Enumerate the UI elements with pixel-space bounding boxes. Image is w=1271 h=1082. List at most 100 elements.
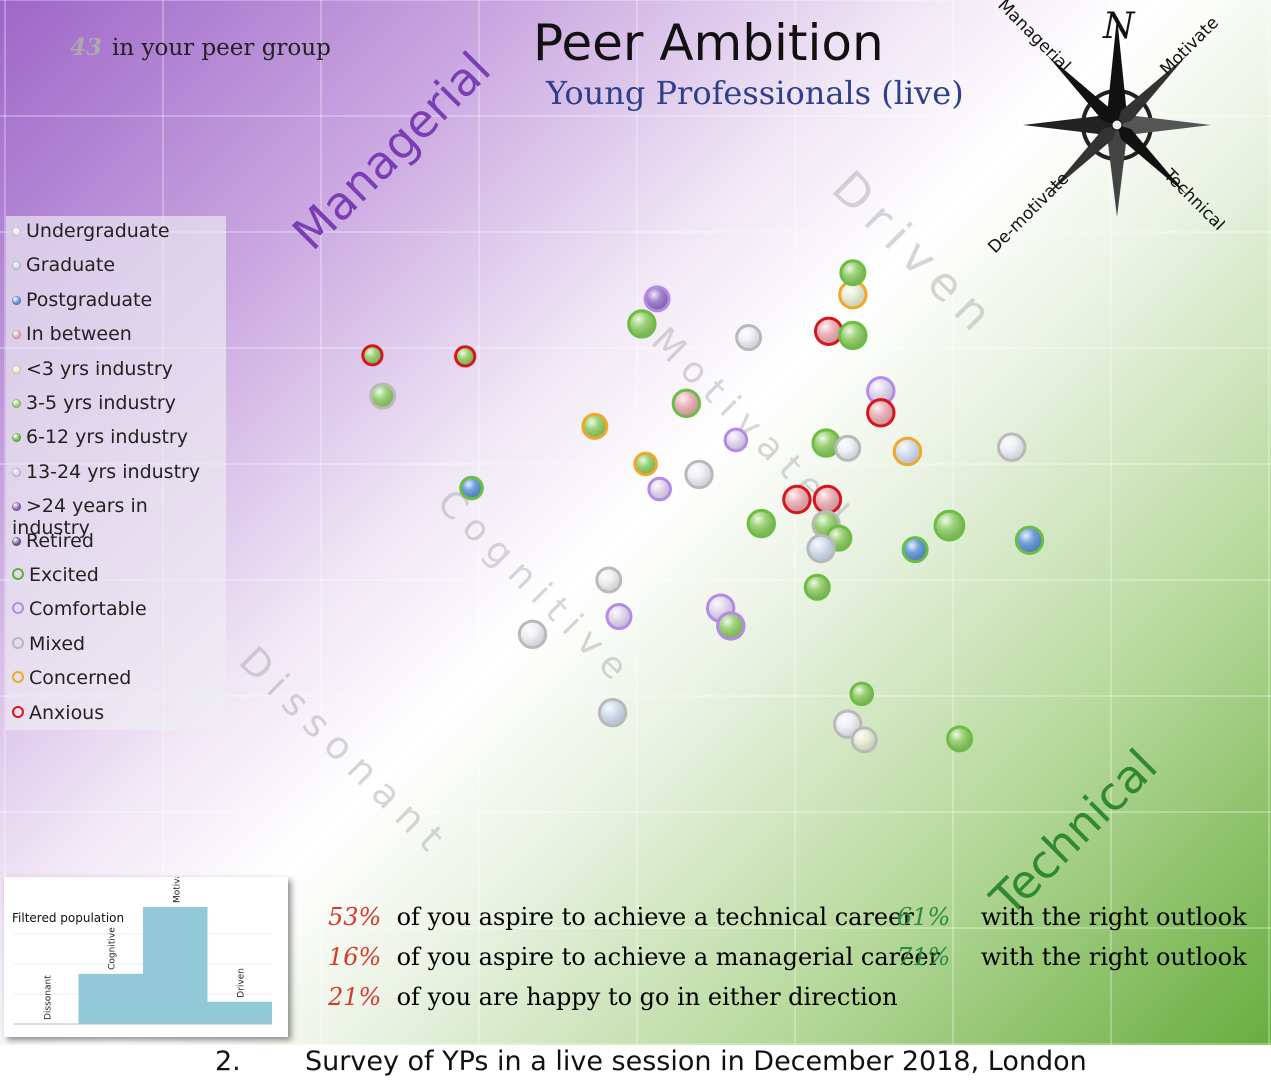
legend-swatch-icon <box>12 636 24 649</box>
data-point-gloss <box>836 712 860 736</box>
data-point-41 <box>850 726 878 754</box>
data-point-0 <box>643 285 671 313</box>
data-point-23 <box>782 484 812 515</box>
data-point-gloss <box>364 347 381 364</box>
data-point-gloss <box>936 512 963 539</box>
legend-item: Comfortable <box>12 598 147 620</box>
data-point-38 <box>597 697 628 728</box>
data-point-gloss <box>674 391 699 416</box>
peer-count-text: in your peer group <box>112 35 331 61</box>
legend-swatch-icon <box>12 364 21 374</box>
scatter-points <box>361 259 1045 754</box>
data-point-1 <box>627 309 657 339</box>
histogram-bar-cognitive <box>78 973 143 1024</box>
stat-1-text2: with the right outlook <box>980 903 1247 931</box>
data-point-gloss <box>372 385 394 407</box>
histogram-title: Filtered population <box>12 911 125 925</box>
data-point-32 <box>595 566 623 594</box>
caption-number: 2. <box>215 1046 241 1077</box>
compass-north: N <box>1102 6 1136 47</box>
legend-item: 13-24 yrs industry <box>12 461 200 483</box>
data-point-13 <box>581 412 609 440</box>
legend-label: 13-24 yrs industry <box>26 460 201 483</box>
data-point-gloss <box>841 282 865 307</box>
legend-item: <3 yrs industry <box>12 358 173 380</box>
legend-item: Excited <box>12 564 99 586</box>
legend-swatch-icon <box>12 568 24 580</box>
histogram-label-dissonant: Dissonant <box>43 975 53 1020</box>
stat-3-pct: 21% <box>328 983 382 1011</box>
legend-swatch-icon <box>12 433 21 443</box>
data-point-gloss <box>949 728 971 750</box>
legend-swatch-icon <box>12 295 21 305</box>
histogram-bar-motivational <box>143 907 208 1024</box>
data-point-7 <box>361 344 384 367</box>
data-point-gloss <box>841 323 865 348</box>
data-point-gloss <box>853 729 875 751</box>
legend-label: Excited <box>29 564 99 586</box>
data-point-gloss <box>462 478 481 498</box>
data-point-10 <box>866 376 896 406</box>
stat-row-1-outlook: 61% with the right outlook <box>897 903 1247 931</box>
data-point-gloss <box>598 569 620 591</box>
data-point-gloss <box>749 511 774 536</box>
data-point-26 <box>746 508 777 539</box>
chart-area: Managerial Technical Driven Motivated Co… <box>0 0 1271 1045</box>
data-point-27 <box>933 509 966 542</box>
peer-count: 43 in your peer group <box>70 34 331 61</box>
legend-swatch-icon <box>12 399 21 408</box>
data-point-gloss <box>904 539 926 561</box>
data-point-33 <box>803 573 831 601</box>
legend-item: Graduate <box>12 254 115 276</box>
legend-label: Undergraduate <box>26 220 170 242</box>
peer-count-number: 43 <box>70 34 103 61</box>
legend-item: >24 years in industry <box>12 495 226 539</box>
compass-ne: Motivate <box>1156 13 1223 80</box>
data-point-34 <box>605 603 633 631</box>
legend-item: Anxious <box>12 702 104 724</box>
data-point-39 <box>849 681 875 707</box>
stat-row-1: 53% of you aspire to achieve a technical… <box>328 903 914 931</box>
data-point-24 <box>812 484 843 515</box>
data-point-gloss <box>646 288 668 310</box>
data-point-gloss <box>816 319 841 343</box>
data-point-gloss <box>809 536 833 561</box>
data-point-36 <box>716 611 746 641</box>
data-point-gloss <box>814 431 838 455</box>
data-point-gloss <box>1000 435 1024 459</box>
data-point-gloss <box>852 684 872 704</box>
histogram-label-motivational: Motivational <box>172 877 182 903</box>
compass-se: Technical <box>1159 165 1225 235</box>
data-point-gloss <box>726 430 746 450</box>
legend-item: Undergraduate <box>12 220 170 242</box>
legend-swatch-icon <box>12 536 21 546</box>
data-point-gloss <box>837 437 859 459</box>
stat-row-2: 16% of you aspire to achieve a manageria… <box>328 943 940 971</box>
legend: Undergraduate Graduate Postgraduate In betw… <box>6 216 226 730</box>
stat-row-3: 21% of you are happy to go in either dir… <box>328 983 898 1011</box>
legend-swatch-icon <box>12 502 21 512</box>
histogram-label-cognitive: Cognitive <box>108 927 118 970</box>
legend-item: Mixed <box>12 633 85 655</box>
legend-swatch-icon <box>12 227 21 236</box>
legend-label: 6-12 yrs industry <box>26 426 188 449</box>
legend-swatch-icon <box>12 602 24 615</box>
data-point-19 <box>633 451 658 477</box>
data-point-30 <box>901 536 929 564</box>
chart-subtitle: Young Professionals (live) <box>546 74 964 112</box>
data-point-gloss <box>687 462 711 487</box>
caption-text: Survey of YPs in a live session in Decem… <box>305 1046 1087 1077</box>
data-point-gloss <box>600 700 625 725</box>
legend-swatch-icon <box>12 330 21 340</box>
data-point-gloss <box>869 379 893 403</box>
data-point-37 <box>517 619 548 650</box>
histogram-chart: Dissonant Cognitive Motivational Driven <box>14 877 272 1025</box>
legend-item: Concerned <box>12 667 131 689</box>
data-point-2 <box>735 324 763 352</box>
legend-label: Retired <box>26 529 94 552</box>
legend-label: Graduate <box>26 254 116 277</box>
data-point-16 <box>834 434 862 462</box>
histogram-panel: Filtered population Dissonant Cognitive Mo… <box>4 877 288 1037</box>
data-point-31 <box>1014 525 1045 555</box>
legend-swatch-icon <box>12 467 21 477</box>
